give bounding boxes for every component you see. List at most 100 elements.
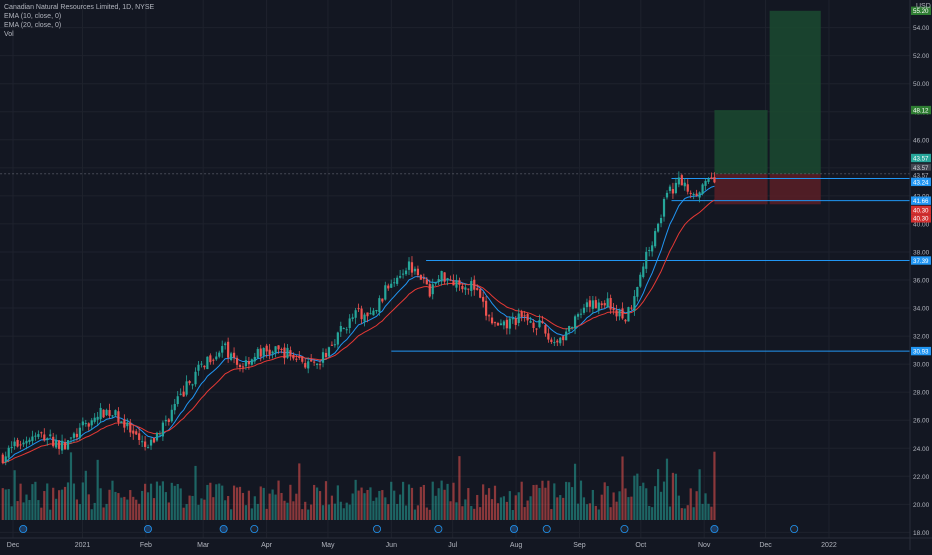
earnings-marker[interactable]	[510, 525, 519, 534]
candle-body	[218, 352, 221, 357]
candle-body	[265, 345, 268, 352]
y-tick-label: 24.00	[913, 446, 930, 453]
candle-body	[108, 410, 111, 416]
candle-body	[568, 326, 571, 332]
x-tick-label: May	[321, 542, 335, 549]
volume-bar	[612, 492, 615, 520]
candle-body	[301, 356, 304, 362]
earnings-marker[interactable]	[710, 525, 719, 534]
candle-body	[63, 442, 67, 450]
candle-body	[315, 363, 319, 366]
volume-bar	[571, 487, 574, 520]
volume-bar	[568, 482, 571, 520]
volume-bar	[671, 472, 675, 520]
dividend-marker[interactable]	[373, 525, 382, 534]
volume-bar	[209, 482, 212, 520]
candle-body	[348, 318, 351, 329]
volume-bar	[372, 500, 375, 520]
volume-bar	[559, 495, 562, 520]
legend-ema-10[interactable]: EMA (10, close, 0)	[4, 13, 62, 20]
candle-body	[585, 302, 589, 308]
volume-bar	[487, 488, 491, 520]
volume-bar	[496, 503, 500, 520]
candle-body	[713, 177, 716, 183]
y-tick-label: 50.00	[913, 81, 930, 88]
candle-body	[188, 381, 191, 384]
volume-bar	[123, 496, 126, 520]
volume-bar	[19, 483, 22, 520]
volume-bar	[215, 484, 218, 520]
volume-bar	[354, 479, 357, 520]
candle-body	[16, 439, 19, 447]
volume-bar	[194, 465, 197, 520]
volume-bar	[191, 495, 194, 520]
volume-bar	[523, 507, 526, 520]
candle-body	[224, 343, 227, 346]
volume-bar	[330, 495, 334, 520]
candle-body	[99, 407, 102, 420]
candle-body	[170, 409, 173, 422]
earnings-marker[interactable]	[143, 525, 152, 534]
target-zone[interactable]	[769, 10, 821, 174]
time-axis[interactable]: Dec 2021 Feb Mar Apr May Jun Jul Aug Sep Oct Nov Dec…	[0, 537, 932, 549]
volume-bar	[615, 501, 618, 520]
candle-body	[19, 444, 22, 446]
candle-body	[565, 331, 568, 341]
volume-bar	[34, 481, 37, 520]
volume-bar	[473, 508, 476, 520]
volume-bar	[713, 451, 716, 520]
price-label-text: 43.57	[913, 155, 929, 162]
dividend-marker[interactable]	[790, 525, 799, 534]
volume-bar	[265, 508, 268, 520]
earnings-marker[interactable]	[19, 525, 28, 534]
volume-bar	[520, 481, 523, 520]
candle-body	[381, 298, 384, 302]
price-axis[interactable]: 18.00 20.00 22.00 24.00 26.00 28.00 30.00 32.00…	[909, 0, 930, 550]
volume-bar	[58, 490, 61, 520]
volume-bar	[369, 487, 372, 520]
price-label-text: 55.20	[913, 8, 929, 15]
volume-bar	[185, 504, 188, 520]
volume-bar	[241, 492, 245, 520]
candle-body	[209, 355, 212, 363]
dividend-marker[interactable]	[620, 525, 629, 534]
candle-body	[633, 296, 636, 311]
candle-body	[396, 277, 399, 284]
x-tick-label: Sep	[573, 542, 586, 549]
target-zone[interactable]	[714, 110, 768, 174]
legend-ema-20[interactable]: EMA (20, close, 0)	[4, 22, 62, 29]
candle-body	[514, 318, 517, 325]
volume-bar	[102, 507, 105, 520]
price-label-text: 40.30	[913, 207, 929, 214]
candle-body	[526, 314, 529, 321]
candle-body	[22, 442, 25, 445]
volume-bar	[707, 503, 710, 520]
candle-body	[467, 288, 470, 290]
candle-body	[158, 434, 162, 436]
candle-body	[535, 328, 538, 330]
dividend-marker[interactable]	[542, 525, 551, 534]
horizontal-levels[interactable]	[0, 173, 910, 352]
volume-bar	[553, 483, 556, 520]
volume-bar	[547, 480, 550, 520]
dividend-marker[interactable]	[434, 525, 443, 534]
candle-body	[490, 317, 494, 324]
volume-bar	[16, 501, 19, 520]
candle-body	[197, 364, 200, 371]
position-zones[interactable]	[714, 10, 821, 205]
candle-body	[662, 199, 666, 217]
volume-bar	[375, 497, 378, 520]
price-label-box	[911, 153, 931, 163]
dividend-marker[interactable]	[250, 525, 259, 534]
earnings-marker[interactable]	[219, 525, 228, 534]
price-label-box	[911, 205, 931, 215]
legend-volume[interactable]: Vol	[4, 31, 14, 38]
volume-bar	[111, 480, 114, 520]
price-label-box	[911, 346, 931, 356]
event-markers[interactable]	[19, 525, 799, 534]
volume-bar	[63, 486, 67, 520]
volume-bar	[167, 502, 170, 520]
candle-body	[416, 268, 420, 276]
